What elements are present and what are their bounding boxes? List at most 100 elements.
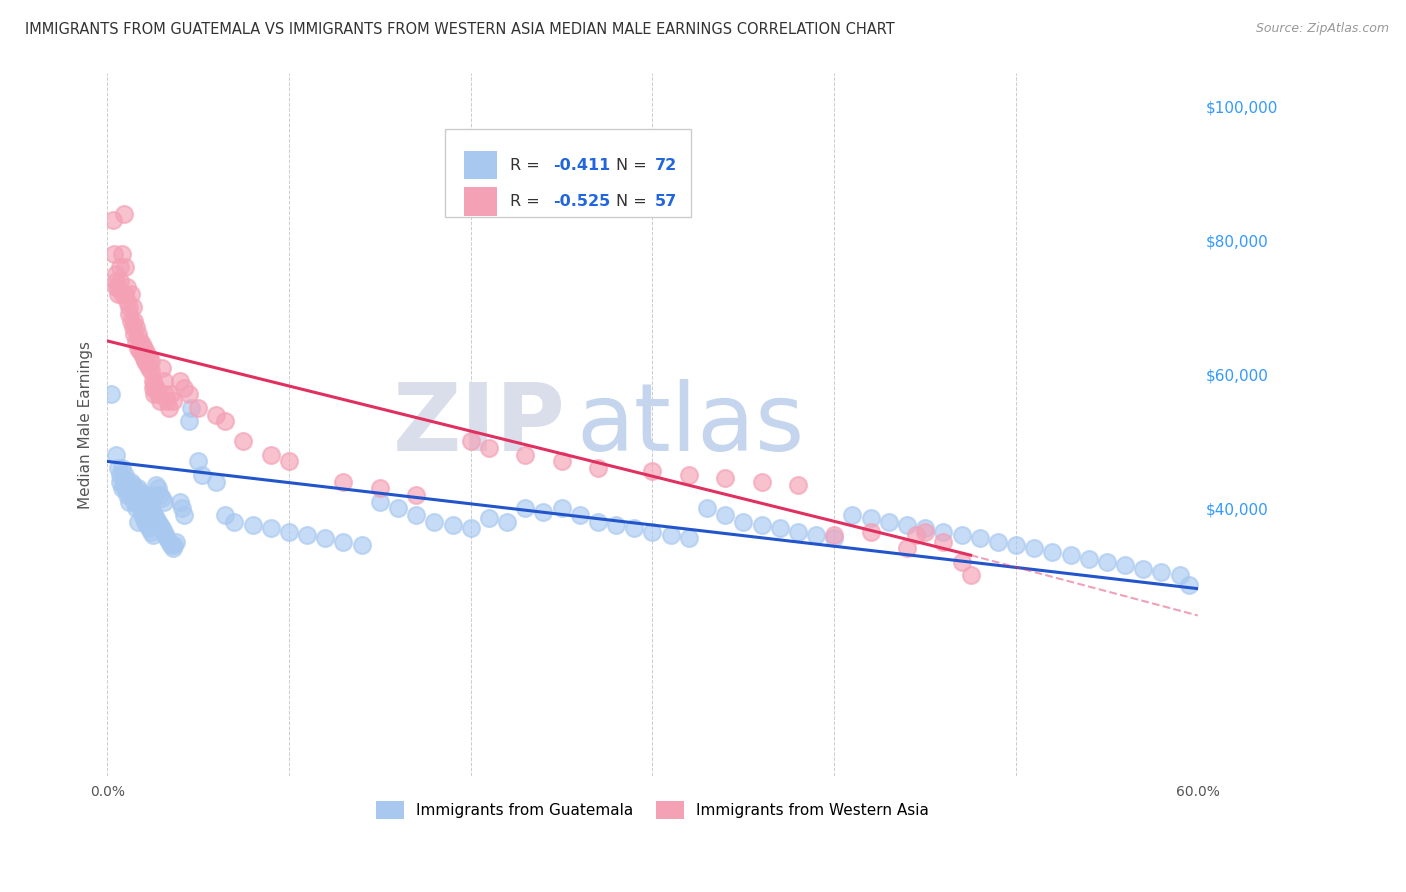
Point	[165, 534, 187, 549]
Point	[150, 521, 173, 535]
Point	[224, 515, 246, 529]
Text: 72: 72	[655, 158, 676, 172]
Point	[131, 347, 153, 361]
Point	[932, 524, 955, 539]
Point	[932, 534, 955, 549]
Point	[623, 521, 645, 535]
Point	[118, 301, 141, 315]
Point	[115, 475, 138, 489]
Point	[128, 501, 150, 516]
Point	[478, 511, 501, 525]
Point	[173, 508, 195, 522]
Point	[859, 511, 882, 525]
Point	[134, 494, 156, 508]
Point	[533, 505, 555, 519]
Point	[1042, 545, 1064, 559]
Point	[124, 314, 146, 328]
Point	[149, 394, 172, 409]
Point	[127, 327, 149, 342]
Point	[423, 515, 446, 529]
Point	[260, 521, 283, 535]
Point	[108, 274, 131, 288]
Point	[108, 475, 131, 489]
Point	[162, 394, 184, 409]
Point	[180, 401, 202, 415]
Point	[190, 467, 212, 482]
Point	[157, 401, 180, 415]
Point	[787, 478, 810, 492]
Point	[114, 481, 136, 495]
Text: -0.411: -0.411	[553, 158, 610, 172]
Point	[115, 488, 138, 502]
Point	[114, 287, 136, 301]
Point	[115, 293, 138, 308]
Point	[586, 461, 609, 475]
Point	[1059, 548, 1081, 562]
Point	[146, 481, 169, 495]
Point	[149, 488, 172, 502]
Point	[131, 508, 153, 522]
Point	[714, 508, 737, 522]
Point	[214, 414, 236, 428]
Point	[387, 501, 409, 516]
Point	[125, 501, 148, 516]
Point	[173, 381, 195, 395]
Point	[107, 280, 129, 294]
Point	[896, 518, 918, 533]
Point	[125, 320, 148, 334]
Point	[841, 508, 863, 522]
Point	[146, 387, 169, 401]
Point	[114, 467, 136, 482]
Text: ZIP: ZIP	[392, 378, 565, 471]
Point	[187, 454, 209, 468]
Point	[678, 467, 700, 482]
Point	[441, 518, 464, 533]
Point	[105, 274, 128, 288]
Point	[460, 521, 482, 535]
Point	[121, 301, 143, 315]
Point	[568, 508, 591, 522]
Point	[105, 448, 128, 462]
Point	[138, 351, 160, 365]
Point	[107, 461, 129, 475]
Point	[112, 478, 135, 492]
Point	[733, 515, 755, 529]
Point	[1168, 568, 1191, 582]
Point	[804, 528, 827, 542]
Point	[163, 538, 186, 552]
Point	[124, 481, 146, 495]
Point	[1005, 538, 1028, 552]
Point	[134, 354, 156, 368]
Legend: Immigrants from Guatemala, Immigrants from Western Asia: Immigrants from Guatemala, Immigrants fr…	[370, 795, 935, 825]
Point	[156, 394, 179, 409]
Point	[145, 478, 167, 492]
Point	[105, 280, 128, 294]
Point	[787, 524, 810, 539]
Text: IMMIGRANTS FROM GUATEMALA VS IMMIGRANTS FROM WESTERN ASIA MEDIAN MALE EARNINGS C: IMMIGRANTS FROM GUATEMALA VS IMMIGRANTS …	[25, 22, 896, 37]
Point	[114, 260, 136, 275]
Point	[332, 475, 354, 489]
Point	[859, 524, 882, 539]
Point	[108, 467, 131, 482]
Point	[128, 343, 150, 358]
Point	[120, 475, 142, 489]
Point	[232, 434, 254, 449]
Point	[295, 528, 318, 542]
Point	[132, 351, 155, 365]
Point	[149, 518, 172, 533]
Point	[142, 505, 165, 519]
Point	[877, 515, 900, 529]
Point	[145, 381, 167, 395]
Point	[139, 354, 162, 368]
Point	[177, 414, 200, 428]
Point	[128, 334, 150, 348]
Point	[112, 206, 135, 220]
Point	[121, 320, 143, 334]
Point	[314, 532, 336, 546]
Point	[121, 478, 143, 492]
Point	[823, 532, 845, 546]
Point	[1177, 578, 1199, 592]
Point	[120, 287, 142, 301]
Point	[157, 534, 180, 549]
Point	[156, 532, 179, 546]
